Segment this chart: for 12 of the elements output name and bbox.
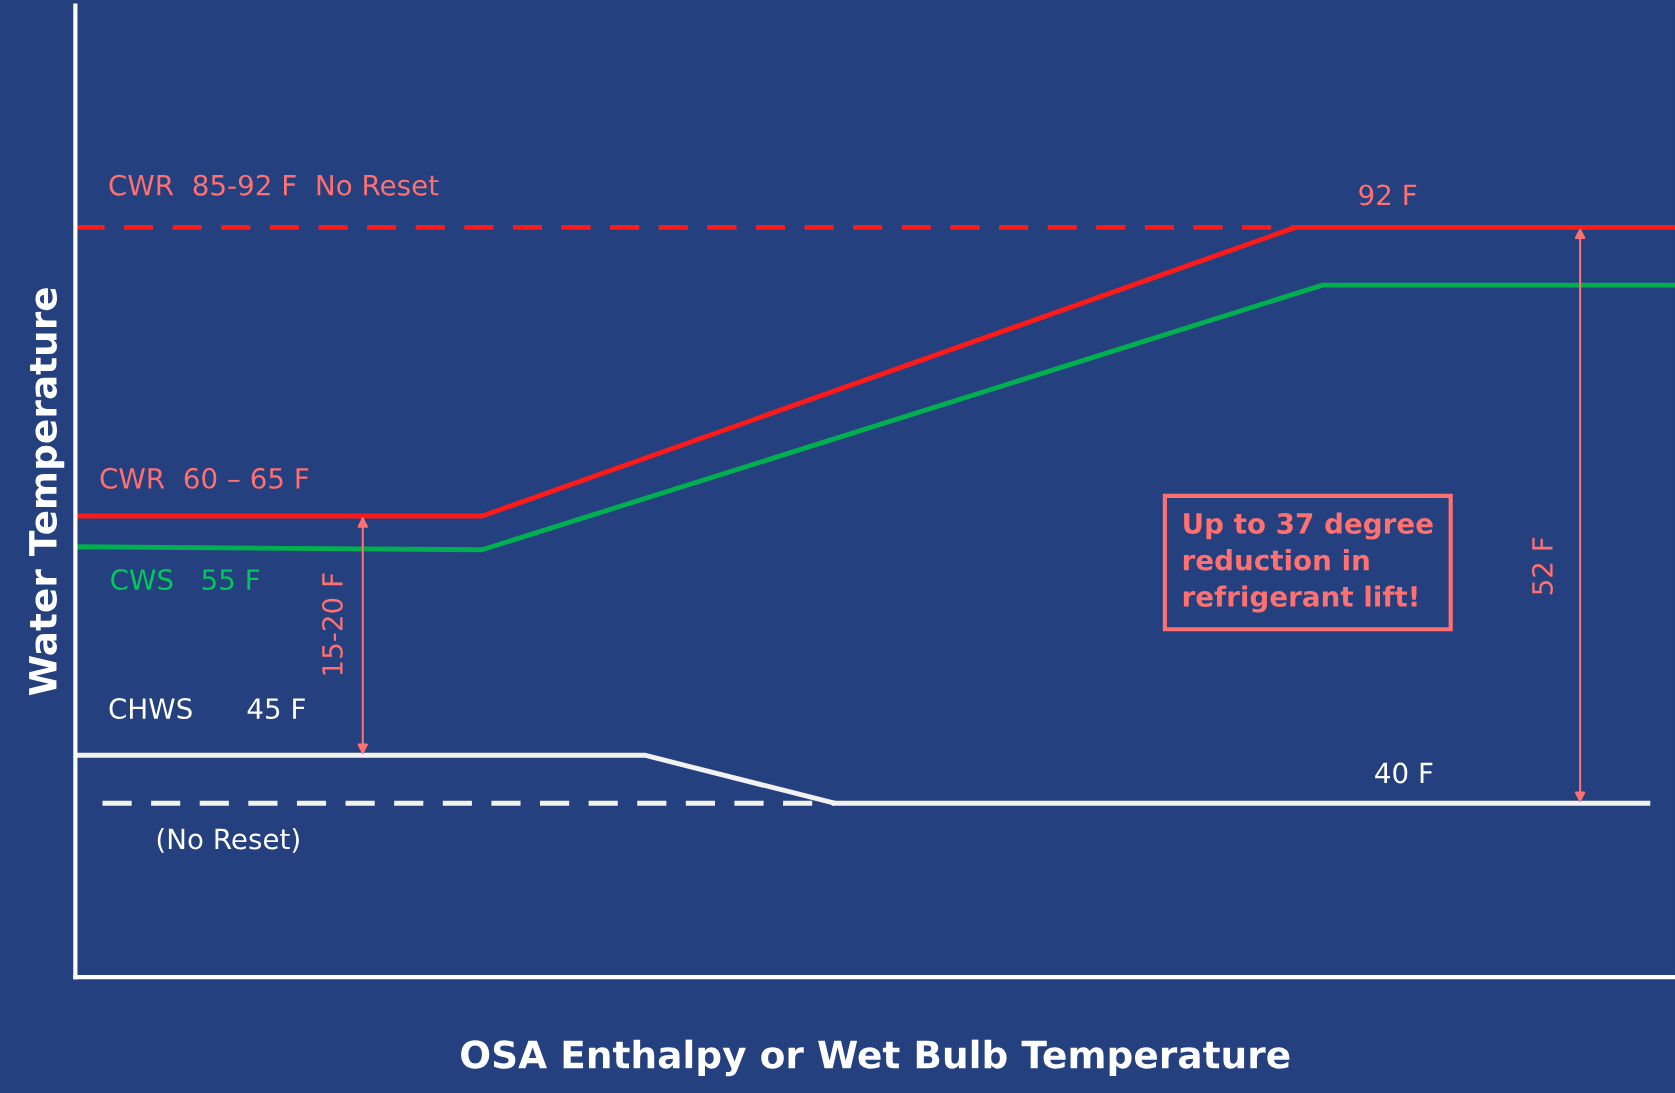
annotation: CWS 55 F <box>111 569 260 591</box>
annotation: 40 F <box>1375 762 1433 784</box>
text: CWR 85-92 F No Reset <box>109 174 439 196</box>
y-axis-title: Water Temperature <box>29 288 65 696</box>
text: 92 F <box>1359 184 1417 206</box>
annotation: 52 F <box>1531 537 1553 595</box>
annotation: (No Reset) <box>157 828 299 853</box>
annotation: CWR 60 – 65 F <box>100 467 309 489</box>
annotation: Up to 37 degree reduction in refrigerant lift! <box>1183 512 1433 613</box>
annotation: 15-20 F <box>321 573 343 675</box>
annotation: CHWS 45 F <box>109 698 305 720</box>
x-axis-title: OSA Enthalpy or Wet Bulb Temperature <box>461 1039 1290 1077</box>
